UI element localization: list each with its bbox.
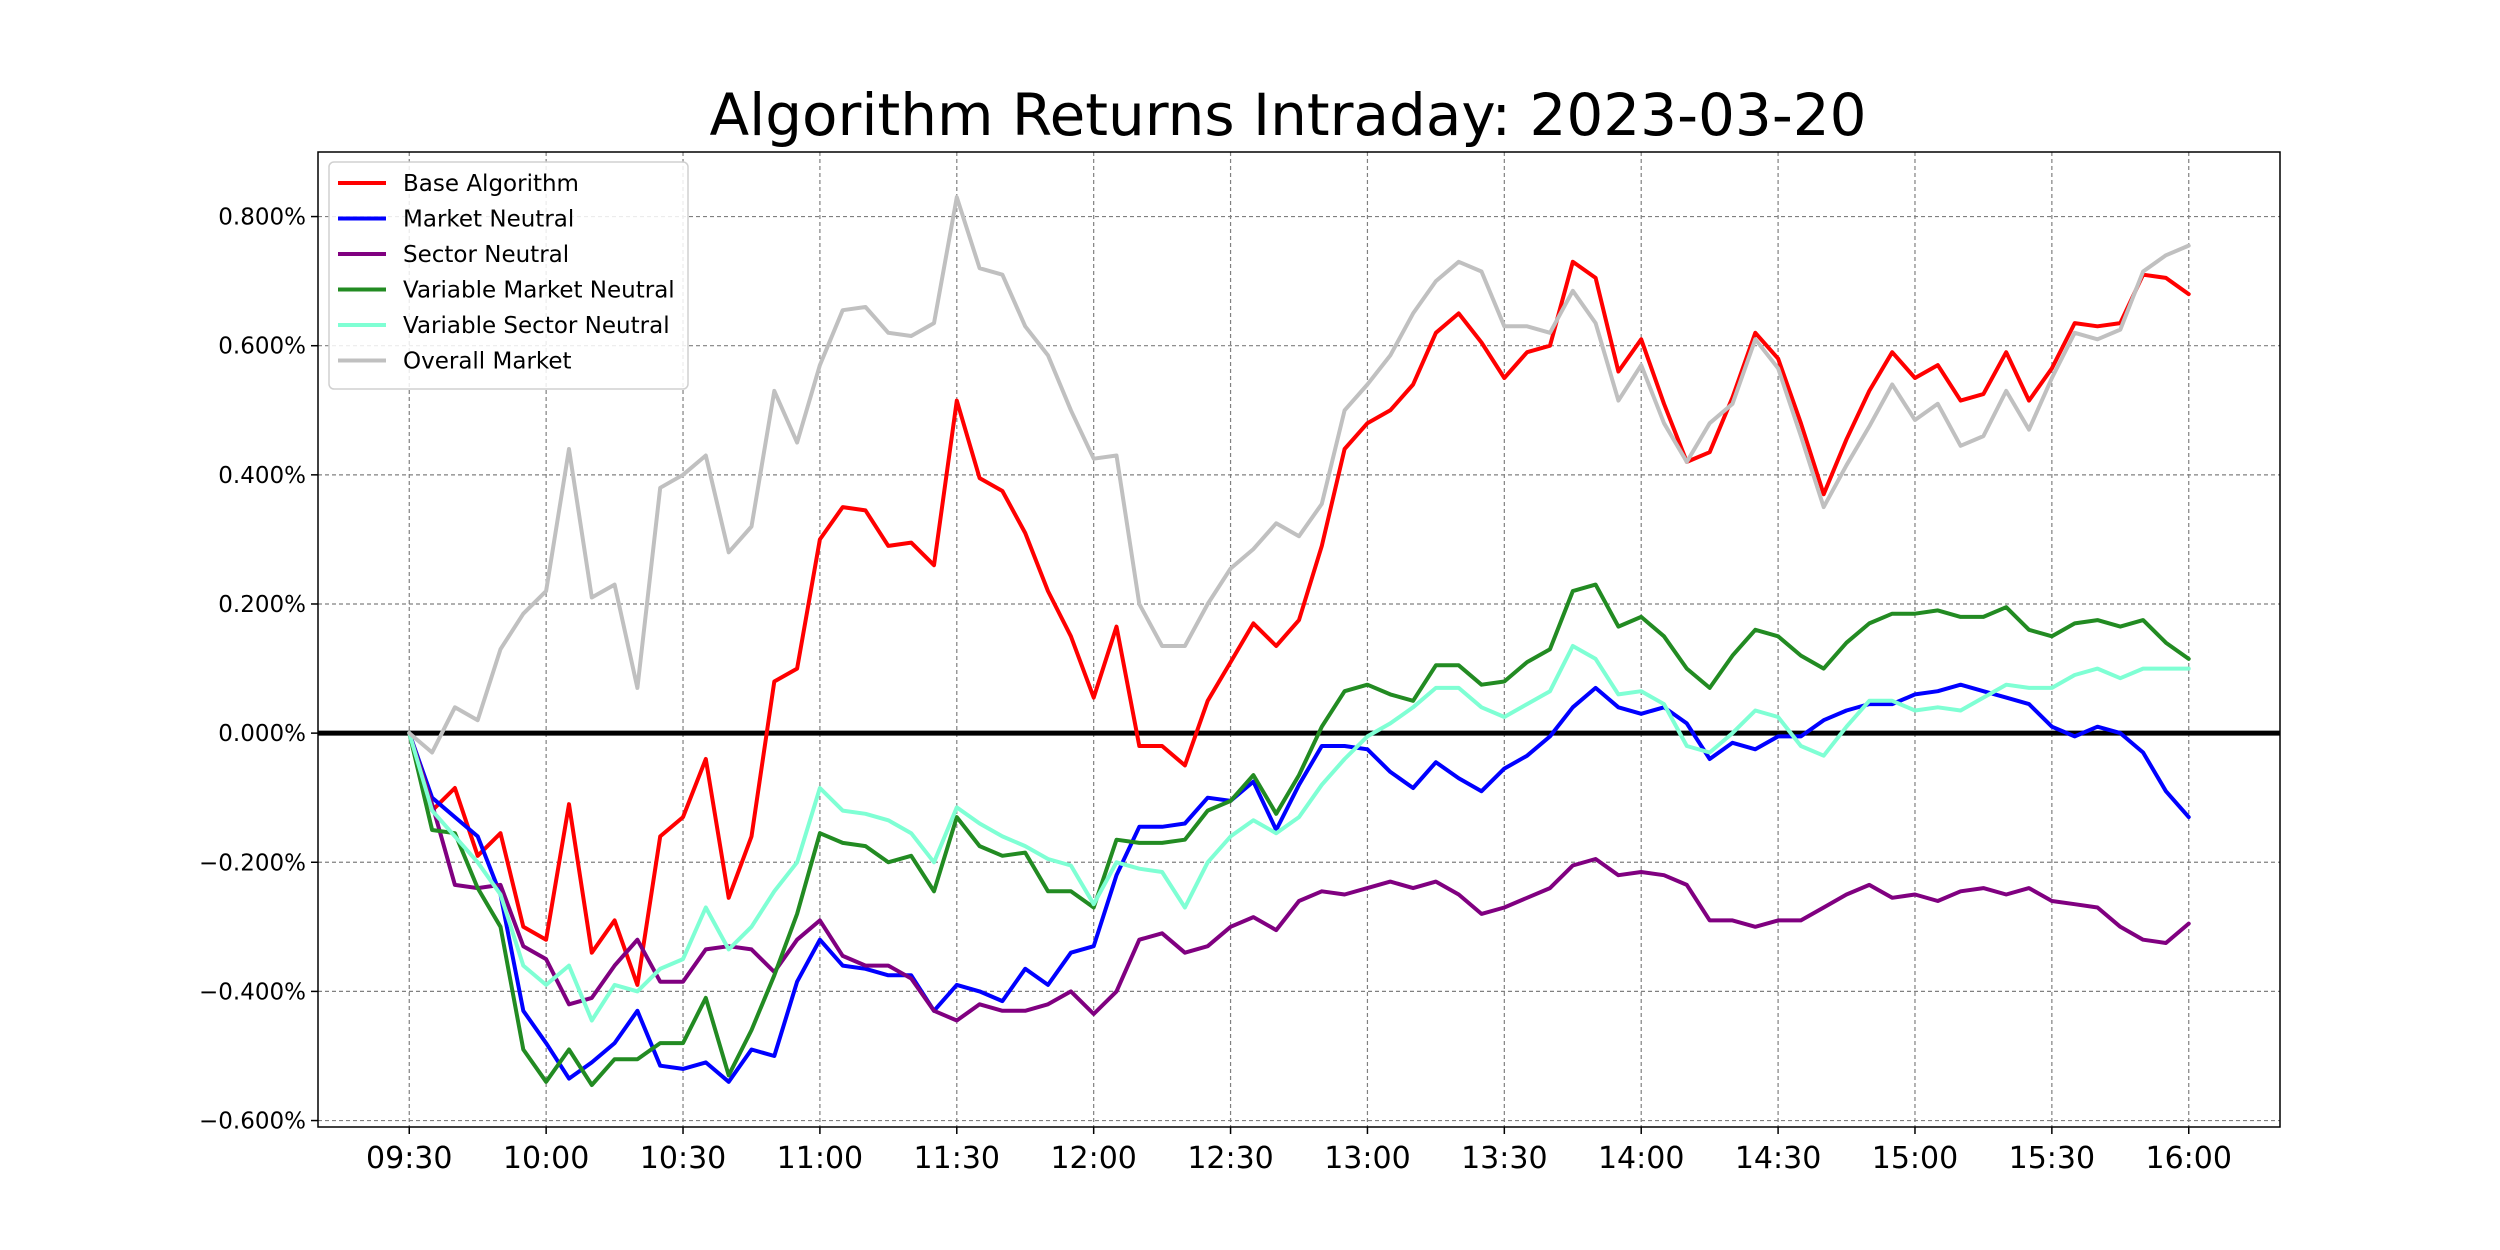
y-tick-label: 0.400%: [218, 463, 306, 489]
series-line-base-algorithm: [407, 259, 2191, 987]
plot-area-frame: [317, 151, 2281, 1128]
x-tick-label: 14:30: [1735, 1141, 1821, 1176]
legend-entry: Variable Market Neutral: [403, 278, 675, 304]
y-tick-label: 0.200%: [218, 592, 306, 618]
y-tick-label: −0.200%: [199, 850, 306, 876]
legend-entry: Sector Neutral: [403, 242, 569, 268]
x-axis-ticks: 09:30 10:00 10:30 11:00 11:30 12:00 12:30 13:00…: [366, 1127, 2232, 1176]
y-tick-label: 0.800%: [218, 205, 306, 231]
series-line-variable-sector-neutral: [407, 644, 2191, 1023]
y-axis-ticks: −0.600% −0.400% −0.200% 0.000% 0.200% 0.400% 0…: [199, 205, 318, 1135]
y-tick-label: −0.600%: [199, 1109, 306, 1135]
legend-entry: Base Algorithm: [403, 171, 579, 197]
x-tick-label: 10:30: [640, 1141, 726, 1176]
legend-entry: Overall Market: [403, 349, 572, 375]
series-line-overall-market: [407, 195, 2191, 755]
legend: Base Algorithm Market Neutral Sector Neutr…: [328, 161, 689, 390]
x-tick-label: 13:00: [1324, 1141, 1410, 1176]
x-tick-label: 11:00: [777, 1141, 863, 1176]
x-tick-label: 15:00: [1872, 1141, 1958, 1176]
y-tick-label: 0.600%: [218, 334, 306, 360]
x-tick-label: 12:30: [1187, 1141, 1273, 1176]
x-tick-label: 13:30: [1461, 1141, 1547, 1176]
y-tick-label: 0.000%: [218, 721, 306, 747]
x-tick-label: 11:30: [914, 1141, 1000, 1176]
y-tick-label: −0.400%: [199, 979, 306, 1005]
chart-title: Algorithm Returns Intraday: 2023-03-20: [709, 81, 1866, 149]
x-tick-label: 14:00: [1598, 1141, 1684, 1176]
legend-box: [328, 161, 689, 390]
legend-entry: Market Neutral: [403, 207, 574, 233]
x-tick-label: 09:30: [366, 1141, 452, 1176]
x-tick-label: 10:00: [503, 1141, 589, 1176]
x-tick-label: 16:00: [2146, 1141, 2232, 1176]
series-lines: [407, 195, 2191, 1087]
series-line-variable-market-neutral: [407, 582, 2191, 1087]
x-tick-label: 12:00: [1050, 1141, 1136, 1176]
series-line-sector-neutral: [407, 731, 2191, 1023]
x-tick-label: 15:30: [2009, 1141, 2095, 1176]
series-line-market-neutral: [407, 682, 2191, 1084]
legend-entry: Variable Sector Neutral: [403, 313, 670, 339]
